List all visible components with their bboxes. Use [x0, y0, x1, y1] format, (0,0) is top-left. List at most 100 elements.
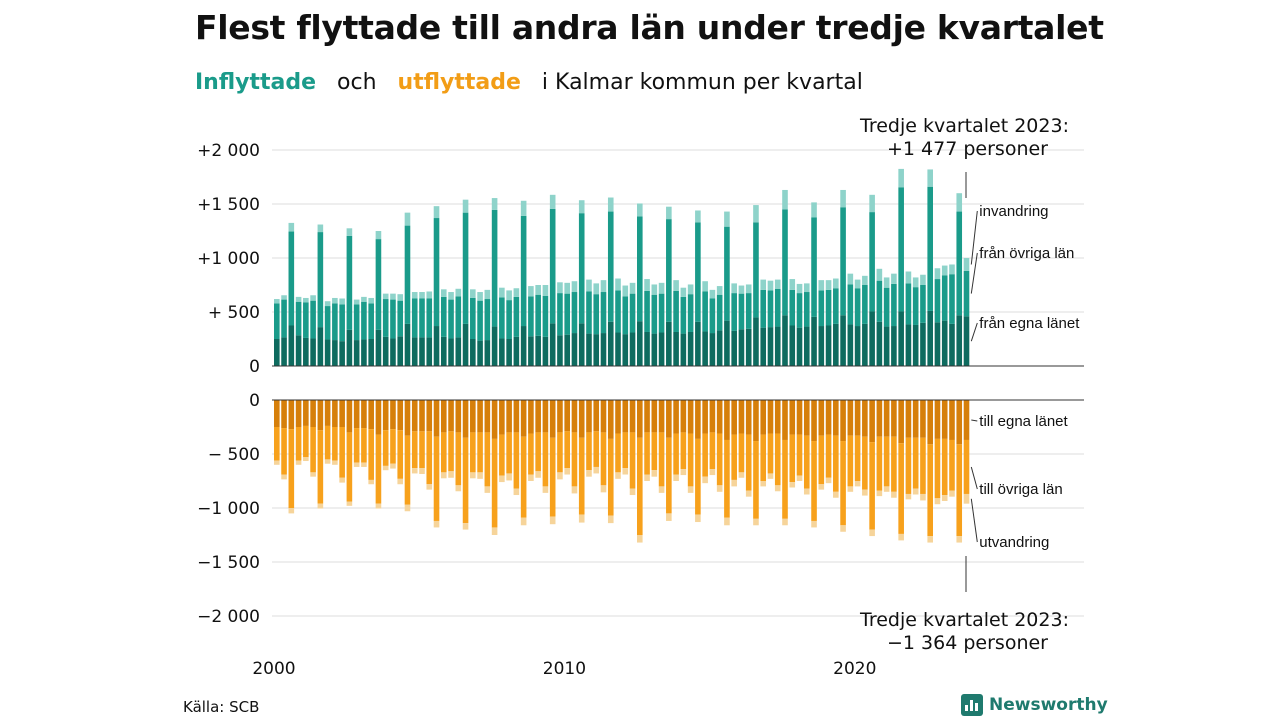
inflow-bars [274, 168, 970, 366]
inflow-bar-segment [382, 299, 389, 337]
outflow-bar-segment [440, 400, 447, 433]
inflow-bar-segment [745, 293, 752, 329]
inflow-bar-segment [912, 287, 919, 325]
inflow-bar-segment [419, 337, 425, 366]
inflow-bar-segment [745, 284, 752, 294]
outflow-bar-segment [767, 473, 774, 479]
inflow-bar-segment [854, 326, 861, 366]
inflow-bar-segment [876, 280, 883, 322]
outflow-bar-segment [891, 491, 897, 498]
inflow-bar-segment [404, 323, 411, 366]
inflow-bar-segment [753, 205, 759, 223]
inflow-bar-segment [440, 336, 447, 366]
outflow-bar-segment [332, 400, 338, 427]
inflow-bar-segment [578, 200, 585, 214]
inflow-bar-segment [658, 293, 665, 333]
inflow-bar-segment [789, 279, 796, 290]
inflow-bar-segment [600, 280, 607, 293]
inflow-bar-segment [506, 339, 512, 366]
inflow-bar-segment [506, 300, 512, 339]
outflow-bar-segment [499, 434, 505, 476]
inflow-bar-segment [637, 216, 643, 322]
y-tick-label: + 500 [208, 303, 260, 323]
inflow-bar-segment [862, 285, 868, 324]
inflow-bar-segment [883, 277, 890, 288]
outflow-bar-segment [310, 400, 316, 427]
outflow-bar-segment [506, 473, 512, 481]
inflow-bar-segment [963, 258, 970, 271]
outflow-bar-segment [295, 460, 302, 465]
outflow-bar-segment [687, 400, 694, 434]
inflow-bar-segment [818, 326, 825, 366]
outflow-bar-segment [862, 489, 868, 496]
inflow-bar-segment [549, 323, 556, 366]
inflow-bar-segment [927, 169, 933, 187]
inflow-bar-segment [949, 323, 955, 366]
inflow-bar-segment [274, 299, 280, 304]
inflow-bar-segment [666, 321, 672, 366]
inflow-bar-segment [310, 295, 316, 301]
inflow-bar-segment [361, 296, 367, 302]
inflow-bar-segment [499, 338, 505, 366]
inflow-bar-segment [716, 286, 723, 295]
x-tick-label: 2020 [833, 659, 876, 679]
inflow-bar-segment [397, 300, 404, 337]
outflow-bar-segment [528, 474, 534, 481]
outflow-bar-segment [470, 400, 476, 433]
outflow-bar-segment [767, 400, 774, 434]
inflow-bar-segment [905, 271, 912, 284]
inflow-bar-segment [920, 274, 926, 285]
inflow-bar-segment [564, 293, 570, 335]
outflow-bar-segment [411, 468, 418, 474]
outflow-bar-segment [397, 400, 404, 431]
series-label-leader [970, 466, 978, 490]
inflow-bar-segment [695, 222, 701, 322]
outflow-bar-segment [368, 429, 374, 480]
outflow-bar-segment [564, 431, 570, 469]
inflow-bar-segment [419, 292, 425, 299]
annotation-bottom-line2: −1 364 personer [887, 632, 1048, 654]
outflow-bar-segment [833, 435, 839, 492]
inflow-bar-segment [724, 320, 730, 366]
brand-name: Newsworthy [989, 695, 1108, 715]
outflow-bar-segment [288, 429, 295, 508]
inflow-bar-segment [586, 291, 592, 334]
outflow-bar-segment [274, 427, 280, 461]
outflow-bar-segment [390, 400, 396, 430]
outflow-bar-segment [731, 479, 737, 487]
outflow-bar-segment [477, 472, 483, 479]
series-label-leader [970, 498, 978, 543]
outflow-bar-segment [542, 486, 549, 493]
outflow-bar-segment [934, 498, 941, 505]
inflow-series-label: från övriga län [979, 245, 1074, 262]
inflow-bar-segment [332, 340, 338, 366]
outflow-bar-segment [949, 400, 955, 440]
inflow-bar-segment [840, 315, 846, 366]
outflow-bar-segment [891, 400, 897, 437]
outflow-bar-segment [695, 514, 701, 523]
inflow-bar-segment [390, 338, 396, 366]
outflow-bar-segment [666, 437, 672, 514]
outflow-bar-segment [542, 400, 549, 433]
inflow-bar-segment [883, 287, 890, 327]
inflow-bar-segment [709, 289, 716, 299]
inflow-bar-segment [738, 285, 745, 294]
outflow-bar-segment [847, 486, 854, 492]
inflow-bar-segment [622, 285, 629, 297]
outflow-bar-segment [317, 400, 324, 431]
outflow-bar-segment [462, 523, 469, 530]
subtitle-outflow-word: utflyttade [397, 70, 521, 95]
inflow-bar-segment [687, 294, 694, 332]
outflow-bar-segment [586, 400, 592, 433]
inflow-bar-segment [673, 290, 679, 332]
outflow-bar-segment [564, 468, 570, 475]
inflow-bar-segment [491, 198, 498, 210]
outflow-bar-segment [941, 495, 948, 501]
inflow-bar-segment [557, 293, 563, 336]
inflow-bar-segment [542, 285, 549, 296]
outflow-bar-segment [818, 435, 825, 485]
inflow-bar-segment [535, 294, 541, 336]
inflow-bar-segment [854, 279, 861, 289]
outflow-bar-segment [557, 472, 563, 480]
outflow-bar-segment [571, 486, 578, 494]
